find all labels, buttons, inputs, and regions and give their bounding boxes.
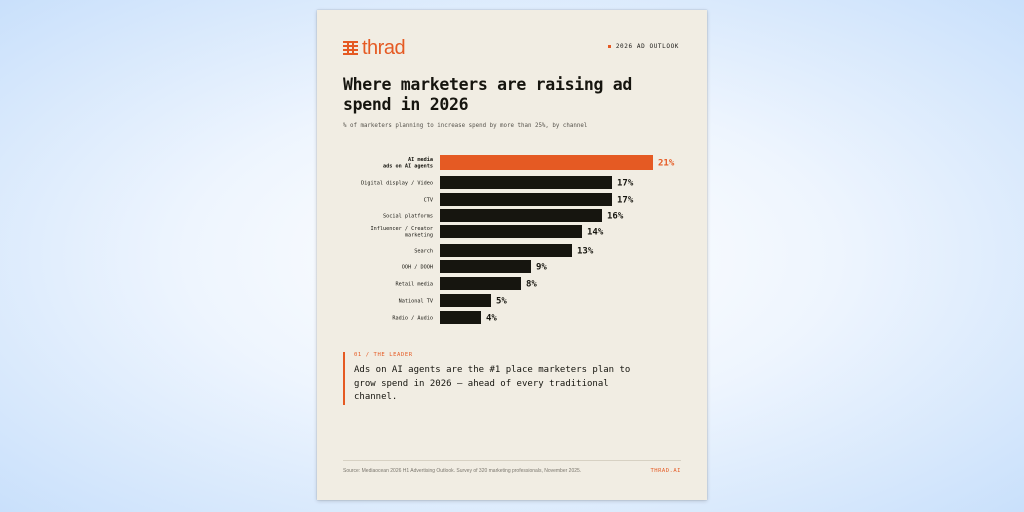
value-label-8: 5% [496,297,507,307]
value-label-2: 17% [617,196,634,206]
value-label-0: 21% [658,159,675,169]
category-label-8: National TV [399,298,433,304]
orange-dot-icon [607,45,611,48]
bar-2 [440,193,612,206]
callout-label: 01 / THE LEADER [354,352,413,358]
report-page: thrad 2026 AD OUTLOOK Where marketers ar… [317,10,707,500]
bar-0 [440,155,653,170]
outlook-tag: 2026 AD OUTLOOK [607,43,679,50]
value-label-4: 14% [587,228,604,238]
page-subtitle: % of marketers planning to increase spen… [343,123,588,129]
bar-9 [440,311,481,324]
page-title: Where marketers are raising ad spend in … [343,75,633,114]
bar-4 [440,225,582,238]
bar-5 [440,244,572,257]
site-link[interactable]: THRAD.AI [650,468,681,474]
category-label-4: Influencer / Creator marketing [371,226,433,238]
category-label-6: OOH / DOOH [402,264,433,270]
category-label-3: Social platforms [383,213,433,219]
outlook-label: 2026 AD OUTLOOK [615,43,679,50]
category-label-0: AI media ads on AI agents [383,157,433,169]
leader-callout: 01 / THE LEADER Ads on AI agents are the… [343,352,654,405]
bar-1 [440,176,612,189]
value-label-9: 4% [486,314,497,324]
bar-8 [440,294,491,307]
category-label-5: Search [414,248,433,254]
value-label-7: 8% [526,280,537,290]
value-label-6: 9% [536,263,547,273]
value-label-5: 13% [577,247,594,257]
source-note: Source: Mediaocean 2026 H1 Advertising O… [343,468,582,474]
bar-7 [440,277,521,290]
bar-3 [440,209,602,222]
callout-text: Ads on AI agents are the #1 place market… [354,365,631,402]
footer-divider [343,460,681,461]
thrad-logo-icon [343,41,358,55]
bar-6 [440,260,531,273]
channel-bar-chart: 21% AI media ads on AI agents 17% Digital di… [361,155,675,324]
value-label-1: 17% [617,179,634,189]
value-label-3: 16% [607,212,624,222]
brand-logo: thrad [343,37,406,59]
category-label-1: Digital display / Video [361,180,433,186]
category-label-9: Radio / Audio [392,315,433,321]
category-label-7: Retail media [396,281,433,287]
logo-text: thrad [362,37,406,59]
category-label-2: CTV [424,197,433,203]
